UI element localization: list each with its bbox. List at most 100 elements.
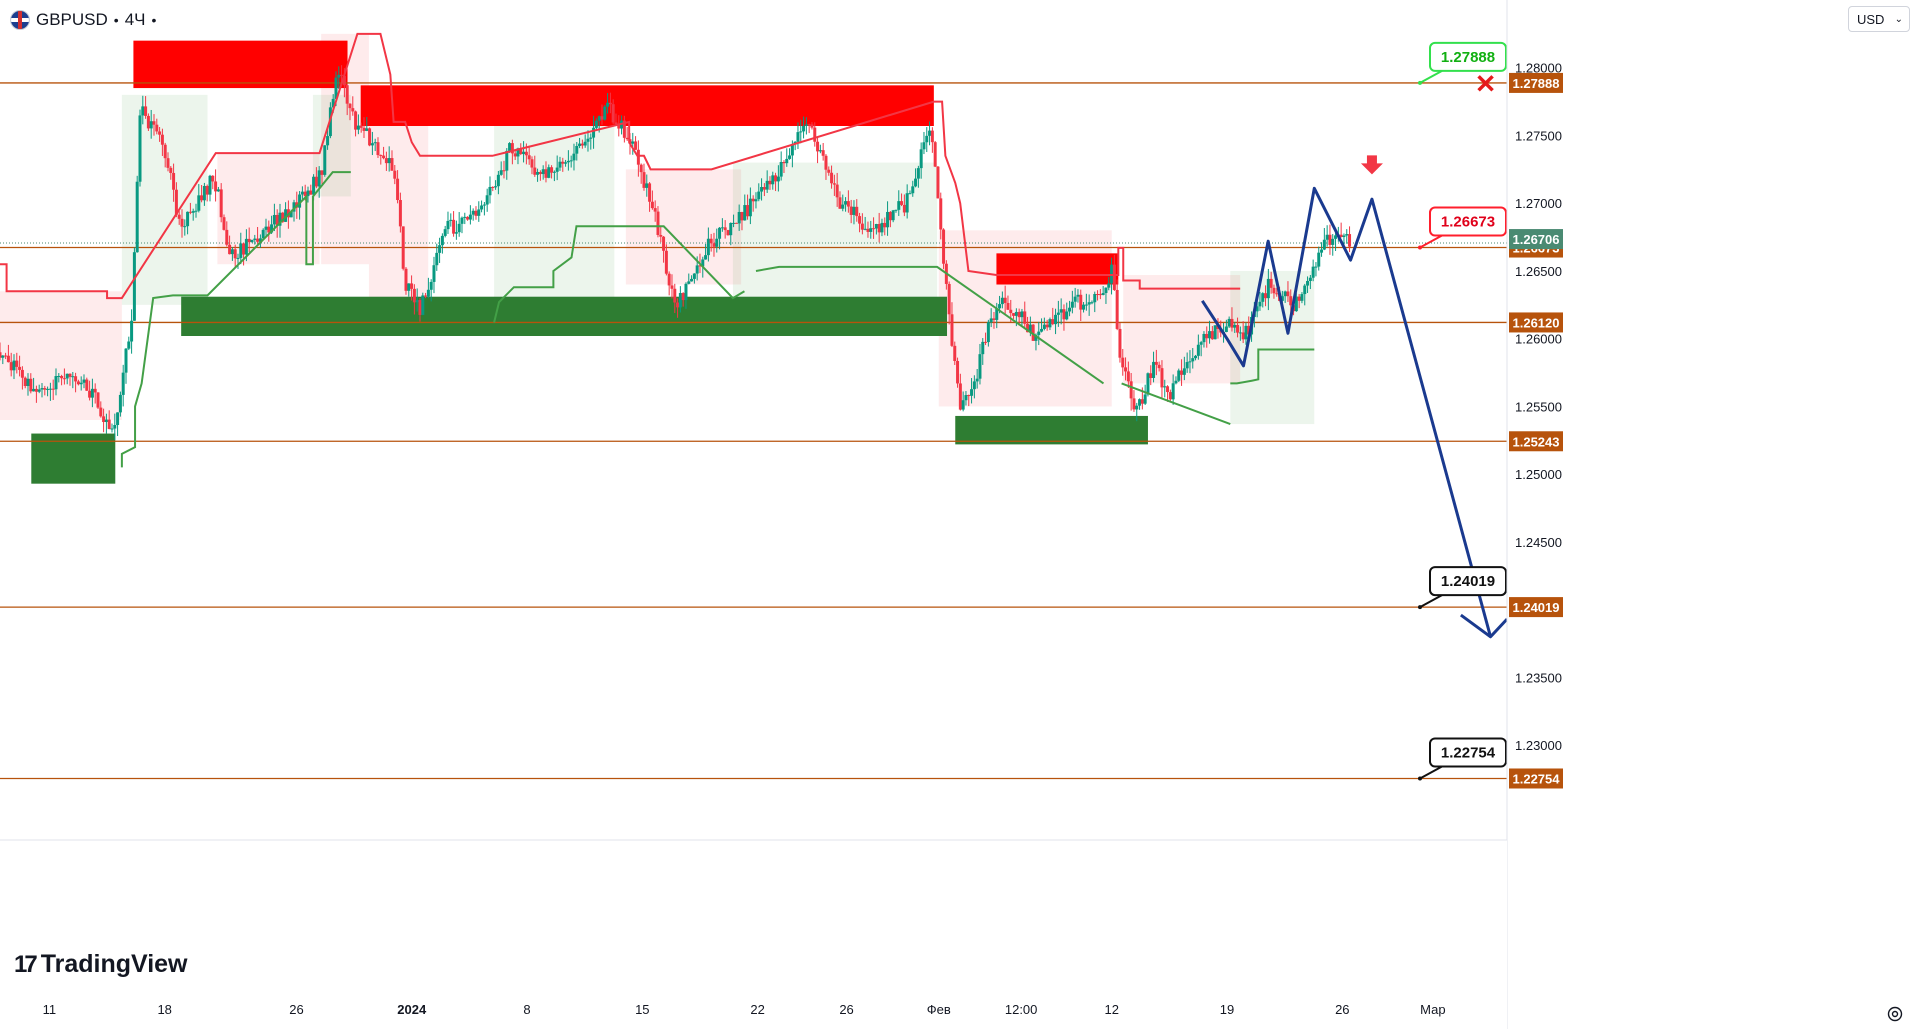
candle-body — [1146, 373, 1150, 395]
candle-body — [877, 223, 881, 233]
candle-body — [704, 255, 708, 260]
candle-body — [289, 211, 293, 218]
x-tick-label: 26 — [839, 1002, 853, 1017]
candle-body — [183, 226, 187, 228]
candle-body — [202, 185, 206, 201]
candle-body — [48, 388, 52, 390]
supply-zone — [133, 40, 348, 89]
candle-body — [26, 378, 30, 387]
candle-body — [43, 388, 47, 390]
symbol-header[interactable]: GBPUSD • 4Ч • — [10, 9, 156, 31]
candle-body — [71, 376, 75, 378]
candle-body — [387, 158, 391, 164]
candle-body — [138, 115, 142, 182]
candle-body — [79, 382, 83, 385]
candle-body — [1135, 405, 1139, 410]
demand-zone — [955, 415, 1148, 445]
callout-label: 1.26673 — [1441, 214, 1495, 231]
candle-body — [396, 178, 400, 201]
candle-body — [258, 238, 262, 242]
candle-body — [1023, 311, 1027, 324]
candle-body — [499, 170, 503, 175]
candle-body — [253, 238, 257, 240]
level-price-tag — [1509, 431, 1563, 452]
candle-body — [376, 142, 380, 156]
candle-body — [306, 190, 310, 197]
down-arrow-icon — [1360, 155, 1383, 175]
candle-body — [592, 127, 596, 138]
candle-body — [746, 205, 750, 217]
candle-body — [320, 170, 324, 175]
candle-body — [239, 243, 243, 258]
candle-body — [228, 244, 232, 255]
candle-body — [804, 124, 808, 126]
candle-body — [191, 211, 195, 213]
candle-body — [438, 245, 442, 253]
candle-body — [958, 383, 962, 410]
settings-button[interactable] — [1884, 1003, 1906, 1025]
candle-body — [782, 162, 786, 164]
candle-body — [1104, 287, 1108, 294]
candle-body — [1138, 399, 1142, 406]
candle-body — [538, 171, 542, 175]
candle-body — [740, 211, 744, 221]
candle-body — [687, 281, 691, 284]
candle-body — [379, 155, 383, 157]
candle-body — [953, 345, 957, 361]
candle-body — [340, 74, 344, 76]
currency-select[interactable]: USD ⌄ — [1848, 6, 1910, 32]
candle-body — [586, 138, 590, 142]
candle-body — [922, 142, 926, 150]
candle-body — [790, 144, 794, 156]
candle-body — [354, 111, 358, 130]
candle-body — [60, 375, 64, 379]
candle-body — [642, 172, 646, 188]
candle-body — [1031, 324, 1035, 341]
candle-body — [1289, 296, 1293, 306]
candle-body — [1258, 301, 1262, 307]
candle-body — [1180, 370, 1184, 375]
candle-body — [603, 106, 607, 120]
candle-body — [541, 169, 545, 175]
candle-body — [743, 205, 747, 221]
candle-body — [1188, 361, 1192, 363]
candle-body — [1196, 344, 1200, 356]
candle-body — [463, 216, 467, 218]
candle-body — [802, 125, 806, 132]
candle-body — [561, 161, 565, 164]
candle-body — [964, 395, 968, 401]
candle-body — [65, 373, 69, 379]
candle-body — [110, 428, 114, 430]
candle-body — [984, 341, 988, 343]
candle-body — [611, 104, 615, 123]
candle-body — [1121, 357, 1125, 368]
candle-body — [1084, 304, 1088, 306]
candle-body — [939, 198, 943, 230]
candle-body — [407, 283, 411, 291]
candle-body — [1020, 311, 1024, 318]
candle-body — [1048, 319, 1052, 328]
logo-mark: 17 — [14, 950, 38, 978]
trail-red-line — [0, 32, 1241, 300]
y-tick-label: 1.26000 — [1515, 332, 1562, 347]
callouts-layer: 1.27888 1.26673 1.24019 1.22754 — [1418, 41, 1507, 781]
candle-body — [275, 214, 279, 226]
candle-body — [975, 378, 979, 382]
candle-body — [4, 355, 8, 357]
candle-body — [236, 257, 240, 259]
levels-layer — [0, 82, 1507, 780]
candle-body — [401, 226, 405, 269]
x-tick-label: 26 — [1335, 1002, 1349, 1017]
trail-green-line — [755, 265, 1105, 385]
candle-body — [15, 360, 19, 367]
forecast-arrowhead — [1459, 613, 1509, 639]
price-callout: 1.26673 — [1418, 206, 1507, 250]
candle-body — [678, 293, 682, 308]
candle-body — [152, 121, 156, 125]
candle-body — [1107, 283, 1111, 288]
candle-body — [880, 222, 884, 233]
currency-label: USD — [1857, 11, 1885, 27]
candle-body — [1334, 235, 1338, 239]
candle-body — [544, 169, 548, 178]
